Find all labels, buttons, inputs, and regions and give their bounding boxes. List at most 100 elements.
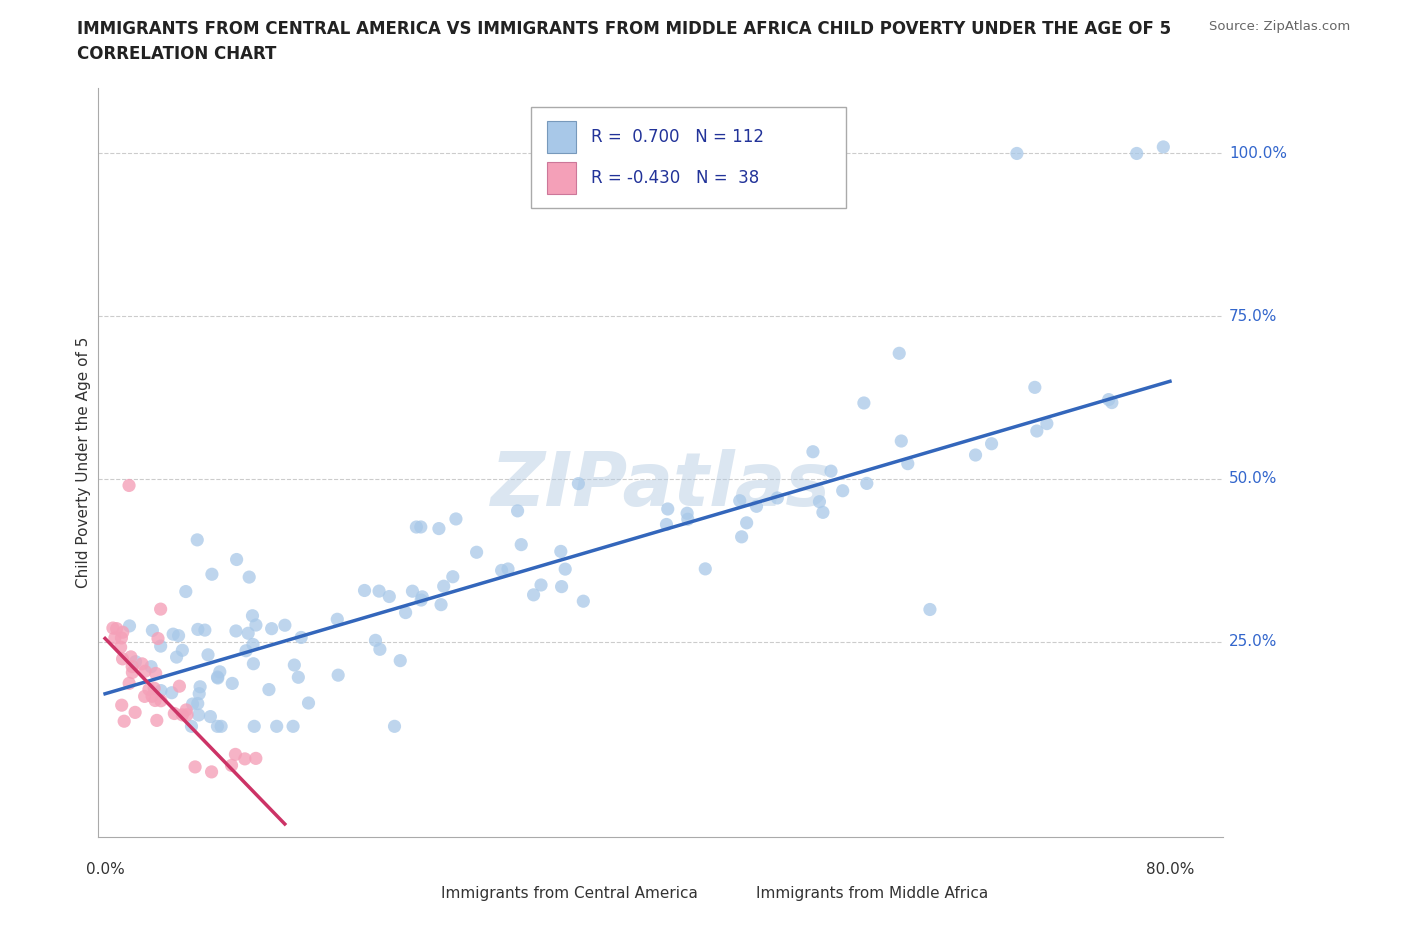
Text: Immigrants from Central America: Immigrants from Central America (441, 885, 699, 900)
Bar (408, 881, 430, 905)
Point (197, 647, 219, 662)
Point (149, 684, 172, 698)
Point (167, 629, 190, 644)
Point (145, 666, 167, 681)
Point (811, 505, 834, 520)
Point (224, 747, 246, 762)
Point (266, 719, 288, 734)
Point (1101, 395, 1123, 410)
Point (522, 588, 544, 603)
Point (162, 627, 184, 642)
Point (728, 493, 751, 508)
Point (111, 625, 134, 640)
Point (238, 570, 260, 585)
Point (121, 659, 143, 674)
Point (411, 590, 433, 604)
Point (172, 643, 194, 658)
Point (146, 631, 169, 646)
Point (506, 503, 529, 518)
Point (530, 578, 553, 592)
Text: R =  0.700   N = 112: R = 0.700 N = 112 (591, 128, 763, 146)
Point (166, 650, 188, 665)
Point (980, 436, 1002, 451)
Point (139, 659, 162, 674)
Point (441, 569, 464, 584)
Point (221, 758, 243, 773)
Point (554, 562, 576, 577)
Text: 80.0%: 80.0% (1146, 862, 1194, 877)
Point (221, 676, 243, 691)
Point (496, 562, 519, 577)
Point (368, 584, 391, 599)
Point (242, 637, 264, 652)
Point (118, 618, 141, 633)
Text: 50.0%: 50.0% (1229, 472, 1277, 486)
Point (290, 630, 312, 644)
Point (364, 633, 387, 648)
Point (176, 708, 198, 723)
Point (124, 705, 146, 720)
Point (801, 445, 824, 459)
Point (187, 622, 209, 637)
Point (194, 623, 217, 638)
Point (405, 520, 427, 535)
Point (889, 346, 911, 361)
Point (245, 751, 267, 765)
Point (897, 457, 920, 472)
Point (209, 719, 232, 734)
Point (149, 639, 172, 654)
Point (465, 545, 488, 560)
Point (121, 665, 143, 680)
Point (918, 602, 941, 617)
Point (134, 664, 156, 679)
Point (326, 612, 349, 627)
Point (143, 693, 166, 708)
Point (328, 668, 350, 683)
Point (427, 521, 450, 536)
Point (101, 620, 124, 635)
Text: 25.0%: 25.0% (1229, 634, 1277, 649)
Point (143, 681, 166, 696)
Point (207, 670, 229, 684)
Point (657, 501, 679, 516)
Point (233, 751, 256, 766)
Text: CORRELATION CHART: CORRELATION CHART (77, 45, 277, 62)
Point (149, 602, 172, 617)
Point (856, 476, 879, 491)
Point (283, 658, 305, 672)
Point (124, 654, 146, 669)
Point (389, 653, 412, 668)
Point (745, 498, 768, 513)
Point (110, 640, 132, 655)
Point (353, 583, 375, 598)
Point (274, 618, 297, 632)
Text: ZIPatlas: ZIPatlas (491, 448, 831, 522)
Point (1025, 423, 1047, 438)
Point (567, 476, 589, 491)
Bar (547, 163, 576, 194)
Point (188, 679, 211, 694)
Point (225, 623, 247, 638)
Point (110, 631, 132, 645)
Point (163, 706, 186, 721)
Point (181, 697, 204, 711)
Point (378, 589, 401, 604)
Text: 0.0%: 0.0% (86, 862, 125, 877)
Point (235, 644, 257, 658)
Text: R = -0.430   N =  38: R = -0.430 N = 38 (591, 169, 759, 187)
Point (174, 702, 197, 717)
Point (105, 621, 128, 636)
Point (384, 719, 406, 734)
Text: Immigrants from Middle Africa: Immigrants from Middle Africa (756, 885, 988, 900)
Point (430, 597, 453, 612)
Point (287, 670, 309, 684)
Point (180, 719, 202, 734)
Point (1005, 146, 1028, 161)
Point (141, 689, 163, 704)
Point (394, 605, 416, 620)
Point (131, 657, 153, 671)
Point (735, 515, 758, 530)
Point (766, 490, 789, 505)
Point (104, 631, 127, 645)
Point (433, 578, 456, 593)
